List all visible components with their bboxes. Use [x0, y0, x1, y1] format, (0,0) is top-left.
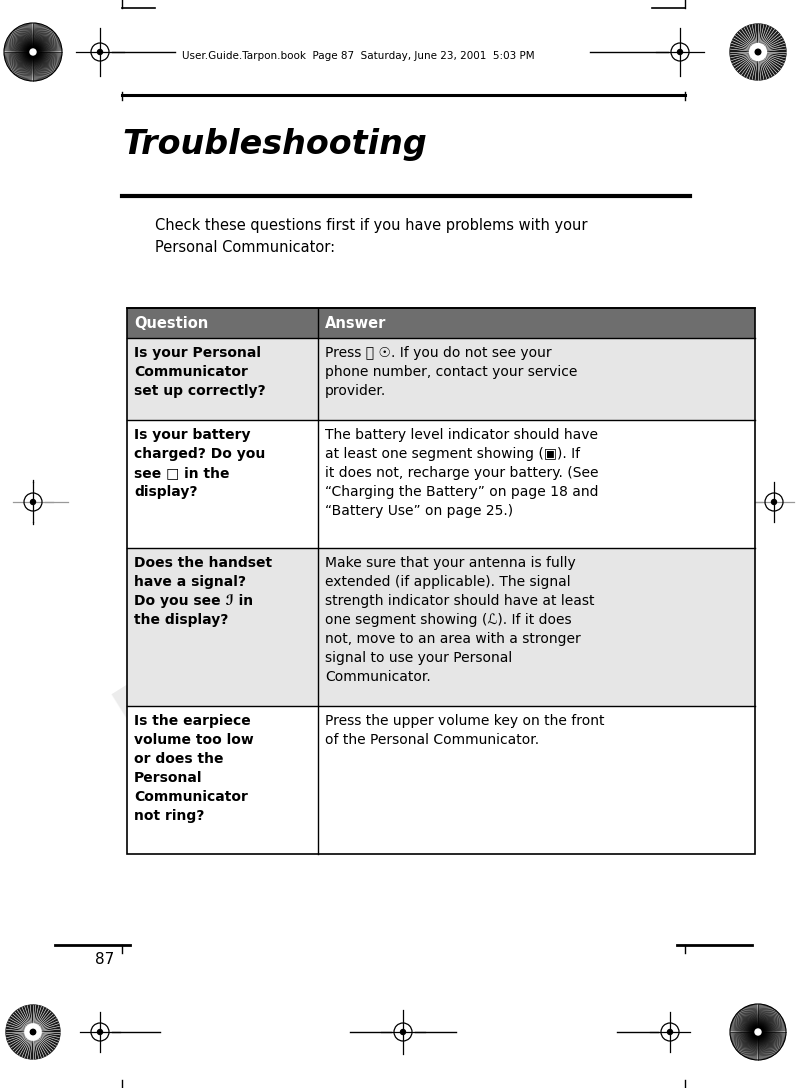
Text: Is your battery
charged? Do you
see □ in the
display?: Is your battery charged? Do you see □ in… — [134, 428, 266, 499]
Text: Answer: Answer — [325, 316, 387, 331]
Circle shape — [6, 1005, 60, 1059]
Text: Press Ⓜ ☉. If you do not see your
phone number, contact your service
provider.: Press Ⓜ ☉. If you do not see your phone … — [325, 346, 577, 398]
Circle shape — [98, 1029, 102, 1035]
Circle shape — [25, 1024, 41, 1040]
Bar — [127, 420, 755, 548]
Circle shape — [667, 1029, 672, 1035]
Circle shape — [98, 49, 102, 54]
Text: Question: Question — [134, 316, 208, 331]
Text: Press the upper volume key on the front
of the Personal Communicator.: Press the upper volume key on the front … — [325, 714, 604, 747]
Bar — [127, 308, 755, 854]
Circle shape — [31, 499, 36, 505]
Text: PRELIMINARY: PRELIMINARY — [101, 310, 759, 769]
Text: Make sure that your antenna is fully
extended (if applicable). The signal
streng: Make sure that your antenna is fully ext… — [325, 556, 595, 683]
Circle shape — [750, 44, 767, 61]
Text: Is your Personal
Communicator
set up correctly?: Is your Personal Communicator set up cor… — [134, 346, 266, 398]
Bar — [127, 308, 755, 338]
Text: The battery level indicator should have
at least one segment showing (▣). If
it : The battery level indicator should have … — [325, 428, 599, 518]
Bar — [127, 338, 755, 420]
Text: Troubleshooting: Troubleshooting — [122, 128, 427, 161]
Circle shape — [400, 1029, 405, 1035]
Text: Is the earpiece
volume too low
or does the
Personal
Communicator
not ring?: Is the earpiece volume too low or does t… — [134, 714, 253, 823]
Circle shape — [730, 24, 786, 81]
Text: Check these questions first if you have problems with your
Personal Communicator: Check these questions first if you have … — [155, 218, 587, 256]
Circle shape — [31, 1029, 36, 1035]
Circle shape — [30, 49, 36, 55]
Circle shape — [771, 499, 776, 505]
Bar — [127, 548, 755, 706]
Bar — [127, 706, 755, 854]
Text: 87: 87 — [95, 952, 115, 967]
Circle shape — [678, 49, 683, 54]
Circle shape — [755, 49, 761, 54]
Circle shape — [755, 1029, 761, 1035]
Text: Does the handset
have a signal?
Do you see ℐ in
the display?: Does the handset have a signal? Do you s… — [134, 556, 272, 627]
Text: User.Guide.Tarpon.book  Page 87  Saturday, June 23, 2001  5:03 PM: User.Guide.Tarpon.book Page 87 Saturday,… — [182, 51, 534, 61]
